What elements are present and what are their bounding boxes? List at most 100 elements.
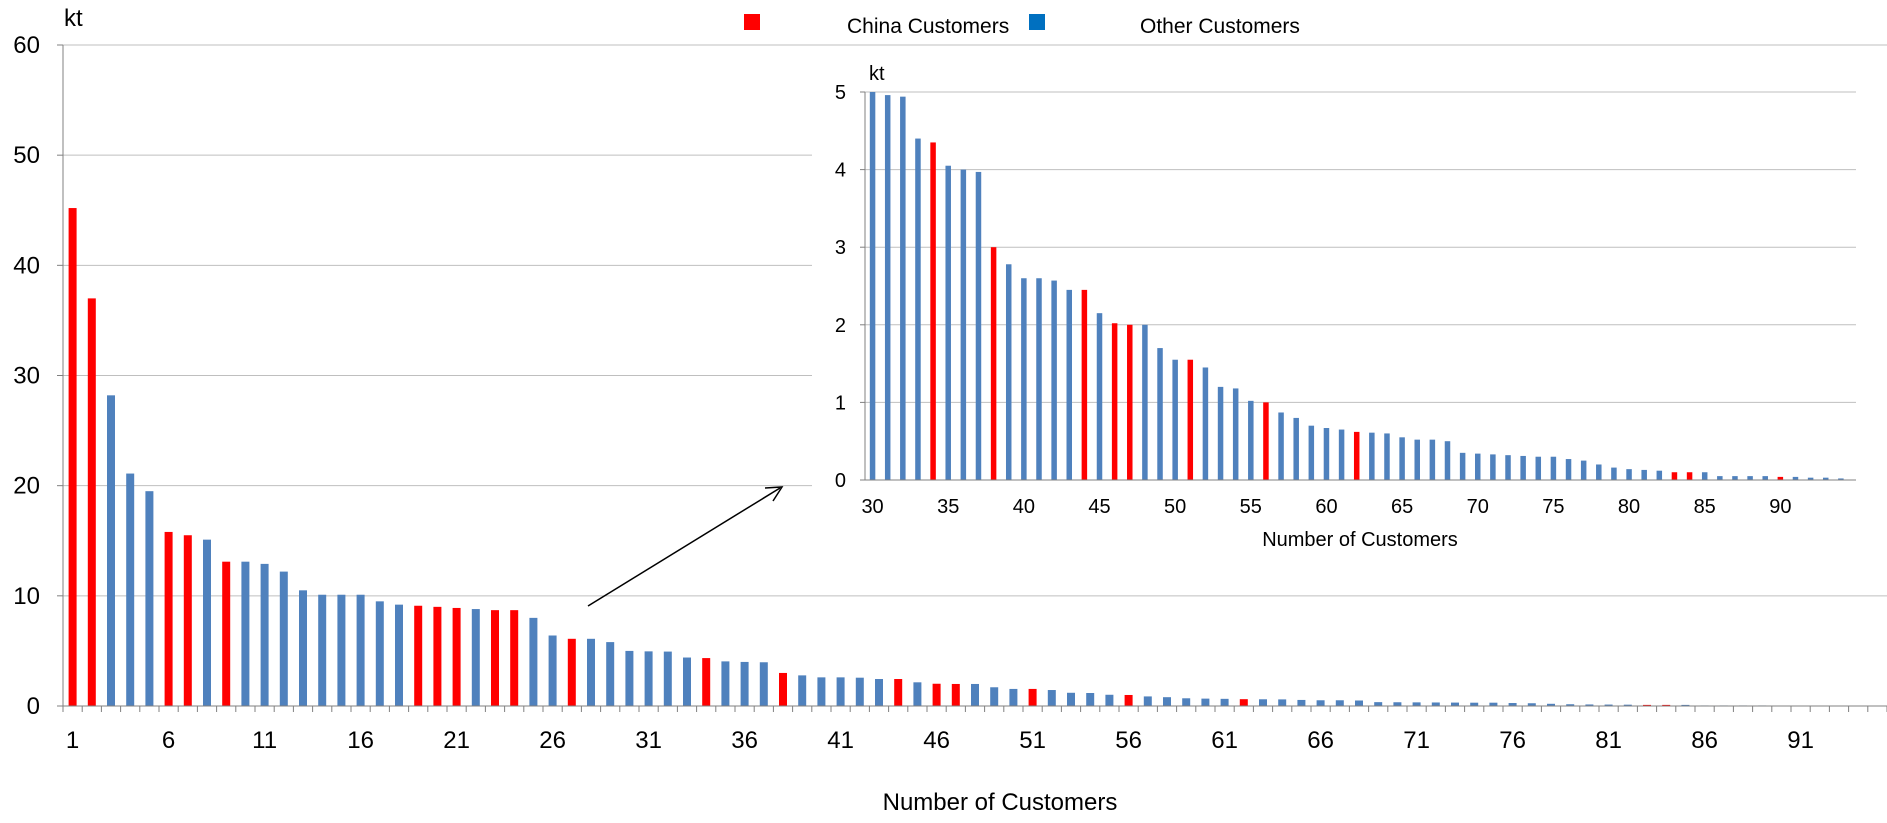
main-x-tick-label: 26: [539, 727, 566, 754]
main-bar: [279, 571, 288, 706]
main-bar: [1009, 688, 1018, 706]
main-bar: [855, 677, 864, 706]
inset-bar: [1217, 386, 1224, 480]
main-bar: [318, 594, 327, 706]
main-x-tick-label: 6: [162, 727, 175, 754]
main-bar: [241, 561, 250, 706]
main-bar: [663, 651, 672, 706]
inset-x-tick-label: 55: [1240, 496, 1262, 518]
inset-bar: [1475, 453, 1481, 480]
main-x-tick-label: 91: [1787, 727, 1814, 754]
main-bar: [1623, 704, 1632, 706]
inset-bar: [1111, 323, 1118, 480]
inset-bar: [1792, 476, 1799, 480]
main-bar: [606, 642, 615, 706]
main-bar: [1431, 702, 1440, 706]
main-bar: [644, 651, 653, 706]
main-bar: [1681, 704, 1690, 706]
inset-bar: [1580, 460, 1587, 480]
inset-bar: [1626, 469, 1632, 480]
inset-x-tick-label: 65: [1391, 496, 1413, 518]
main-bar: [548, 635, 557, 706]
inset-bar: [1732, 476, 1738, 480]
main-bar: [1086, 693, 1095, 706]
inset-bar: [1172, 359, 1178, 480]
inset-bar: [1081, 289, 1088, 480]
inset-bar: [1142, 324, 1148, 480]
inset-x-tick-label: 40: [1013, 496, 1035, 518]
main-bar: [1067, 692, 1075, 706]
inset-bar: [960, 169, 967, 480]
inset-bar: [1641, 469, 1647, 480]
main-bar: [702, 658, 711, 706]
main-bar: [759, 662, 768, 706]
main-bar: [913, 682, 922, 706]
main-bar: [932, 683, 941, 706]
main-bar: [817, 677, 826, 706]
legend-china-swatch: [744, 14, 760, 30]
inset-x-tick-label: 75: [1542, 496, 1564, 518]
main-x-tick-label: 41: [827, 727, 854, 754]
main-bar: [683, 657, 691, 706]
inset-y-tick-label: 3: [835, 237, 846, 259]
inset-x-ticks: 30 35 40 45 50 55 60 65 70 75 80 85 90: [861, 496, 1791, 518]
inset-bar: [1293, 417, 1299, 480]
inset-bar: [1444, 441, 1451, 480]
main-bar: [1412, 702, 1421, 706]
main-x-tick-label: 1: [66, 727, 79, 754]
inset-bar: [1127, 324, 1133, 480]
main-x-axis-title: Number of Customers: [883, 789, 1118, 816]
main-bar: [107, 395, 115, 706]
main-y-ticks: 0 10 20 30 40 50 60: [13, 32, 63, 720]
inset-bar: [1323, 428, 1330, 480]
main-x-tick-label: 11: [252, 727, 277, 754]
inset-x-tick-label: 85: [1694, 496, 1716, 518]
main-bar: [1662, 704, 1671, 706]
inset-y-tick-label: 5: [835, 82, 846, 104]
main-bar: [1489, 702, 1498, 706]
main-y-axis-label: kt: [64, 5, 83, 32]
inset-bar: [1353, 431, 1360, 480]
main-bar: [1470, 702, 1479, 706]
main-bar: [299, 590, 307, 706]
inset-bar: [900, 96, 906, 480]
main-bar: [1028, 688, 1037, 706]
main-bar: [183, 535, 192, 706]
main-bar: [356, 594, 365, 706]
main-bar: [951, 683, 960, 706]
inset-bar: [1414, 439, 1420, 480]
legend-other-swatch: [1029, 14, 1045, 30]
inset-background: [812, 52, 1887, 570]
inset-bar: [1263, 402, 1269, 480]
main-x-tick-label: 31: [635, 727, 662, 754]
main-bar: [1527, 703, 1536, 706]
inset-bar: [990, 247, 997, 480]
main-x-tick-label: 36: [731, 727, 758, 754]
main-bar: [1143, 696, 1152, 706]
inset-bar: [1187, 359, 1194, 480]
inset-bar: [1021, 278, 1027, 480]
main-bar: [203, 539, 211, 706]
inset-bar: [1202, 367, 1209, 480]
inset-bar: [1490, 454, 1496, 480]
inset-bar: [1520, 455, 1526, 480]
main-bar: [990, 687, 999, 706]
main-bar: [1604, 704, 1613, 706]
main-bar: [529, 617, 538, 706]
inset-y-tick-label: 2: [835, 315, 846, 337]
main-bar: [452, 607, 461, 706]
main-bar: [1124, 694, 1133, 706]
inset-bars: [869, 92, 1844, 481]
main-y-tick-label: 20: [13, 473, 40, 500]
inset-bar: [869, 92, 876, 480]
inset-bar: [1308, 425, 1315, 480]
inset-y-axis-label: kt: [869, 63, 885, 85]
inset-x-tick-label: 70: [1467, 496, 1489, 518]
main-bar: [260, 563, 269, 706]
main-y-tick-label: 30: [13, 363, 40, 390]
main-bar: [126, 473, 135, 706]
main-x-tick-label: 76: [1499, 727, 1526, 754]
legend: China Customers Other Customers: [744, 14, 1300, 38]
